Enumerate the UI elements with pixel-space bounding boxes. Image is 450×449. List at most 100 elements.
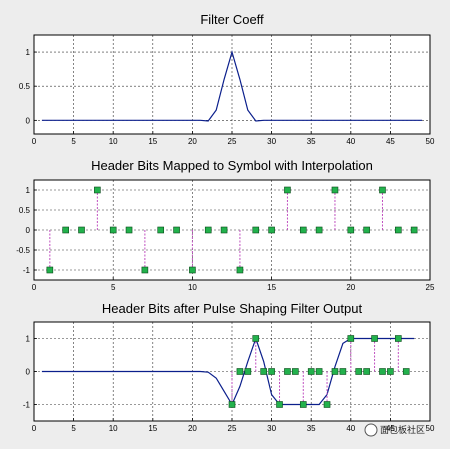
- series-pulse-shaping-output: [41, 335, 415, 408]
- header-bits-symbols-stem-marker: [125, 226, 133, 234]
- header-bits-symbols-stem-marker: [157, 226, 165, 234]
- header-bits-symbols-stem-marker: [220, 226, 228, 234]
- pulse-shaping-output-stem-marker: [292, 368, 299, 375]
- pulse-shaping-output-stem-marker: [244, 368, 252, 375]
- pulse-shaping-output-stem-marker: [299, 401, 307, 408]
- pulse-shaping-output-xtick-label: 30: [267, 424, 276, 433]
- pulse-shaping-output-xtick-label: 50: [426, 424, 435, 433]
- filter-coeff-ytick-label: 0: [26, 116, 31, 125]
- pulse-shaping-output-xtick-label: 35: [307, 424, 316, 433]
- header-bits-symbols-xtick-label: 0: [32, 283, 37, 292]
- header-bits-symbols-xtick-label: 15: [267, 283, 276, 292]
- filter-coeff-xtick-label: 30: [267, 137, 276, 146]
- panel-filter-coeff: Filter Coeff 0 5 10 15 20 25 30 35 40 45 50 0 0.5 1: [19, 12, 435, 146]
- header-bits-symbols-xtick-label: 5: [111, 283, 116, 292]
- header-bits-symbols-stem-marker: [94, 186, 101, 194]
- pulse-shaping-output-xtick-label: 25: [228, 424, 237, 433]
- header-bits-symbols-ytick-label: 0.5: [19, 206, 31, 215]
- pulse-shaping-output-xtick-label: 40: [346, 424, 355, 433]
- header-bits-symbols-xtick-label: 10: [188, 283, 197, 292]
- header-bits-symbols-stem-marker: [284, 186, 291, 194]
- filter-coeff-xtick-label: 50: [426, 137, 435, 146]
- header-bits-symbols-stem-marker: [410, 226, 418, 234]
- header-bits-symbols-stem-marker: [315, 226, 323, 234]
- pulse-shaping-output-stem-marker: [379, 368, 386, 375]
- header-bits-symbols-stem-marker: [268, 226, 275, 234]
- pulse-shaping-output-stem-marker: [236, 368, 244, 375]
- header-bits-symbols-stem-marker: [141, 266, 149, 274]
- header-bits-symbols-stem-marker: [331, 186, 339, 194]
- panel-header-bits-symbols: Header Bits Mapped to Symbol with Interp…: [16, 158, 435, 292]
- filter-coeff-xtick-label: 25: [228, 137, 237, 146]
- pulse-shaping-output-stem-marker: [284, 368, 291, 375]
- header-bits-symbols-ytick-label: 1: [26, 186, 31, 195]
- watermark: 面包板社区: [364, 423, 425, 437]
- pulse-shaping-output-ytick-label: -1: [23, 401, 31, 410]
- header-bits-symbols-stem-marker: [395, 226, 402, 234]
- pulse-shaping-output-xtick-label: 0: [32, 424, 37, 433]
- pulse-shaping-output-stem-marker: [371, 335, 378, 342]
- header-bits-symbols-ytick-label: -1: [23, 266, 31, 275]
- header-bits-symbols-stem-marker: [62, 226, 69, 234]
- pulse-shaping-output-stem-marker: [252, 335, 260, 342]
- filter-coeff-xtick-label: 5: [71, 137, 76, 146]
- header-bits-symbols-ytick-label: -0.5: [16, 246, 30, 255]
- filter-coeff-xtick-label: 45: [386, 137, 395, 146]
- pulse-shaping-output-stem-marker: [387, 368, 394, 375]
- pulse-shaping-output-stem-marker: [276, 401, 283, 408]
- header-bits-symbols-stem-marker: [347, 226, 355, 234]
- header-bits-symbols-stem-marker: [204, 226, 212, 234]
- series-filter-coeff: [41, 49, 423, 122]
- title-header-bits-symbols: Header Bits Mapped to Symbol with Interp…: [91, 158, 373, 173]
- pulse-shaping-output-xtick-label: 15: [148, 424, 157, 433]
- filter-coeff-xtick-label: 15: [148, 137, 157, 146]
- filter-coeff-series-line: [41, 49, 423, 122]
- pulse-shaping-output-stem-marker: [315, 368, 323, 375]
- pulse-shaping-output-stem-marker: [363, 368, 370, 375]
- header-bits-symbols-stem-marker: [78, 226, 85, 234]
- ticks-filter-coeff: 0 5 10 15 20 25 30 35 40 45 50 0 0.5 1: [19, 48, 435, 146]
- pulse-shaping-output-stem-marker: [402, 368, 410, 375]
- header-bits-symbols-stem-marker: [173, 226, 180, 234]
- header-bits-symbols-stem-marker: [109, 226, 117, 234]
- pulse-shaping-output-stem-marker: [323, 401, 331, 408]
- ticks-pulse-shaping-output: 0 5 10 15 20 25 30 35 40 45 50 -1 0 1: [23, 335, 435, 434]
- pulse-shaping-output-stem-marker: [307, 368, 315, 375]
- filter-coeff-ytick-label: 1: [26, 48, 31, 57]
- header-bits-symbols-stem-marker: [379, 186, 386, 194]
- pulse-shaping-output-stem-marker: [355, 368, 363, 375]
- watermark-logo-icon: [364, 423, 378, 437]
- pulse-shaping-output-xtick-label: 45: [386, 424, 395, 433]
- pulse-shaping-output-stem-marker: [228, 401, 236, 408]
- header-bits-symbols-stem-marker: [299, 226, 307, 234]
- pulse-shaping-output-stem-marker: [260, 368, 267, 375]
- ticks-header-bits-symbols: 0 5 10 15 20 25 -1 -0.5 0 0.5 1: [16, 186, 435, 292]
- pulse-shaping-output-xtick-label: 5: [71, 424, 76, 433]
- header-bits-symbols-xtick-label: 25: [426, 283, 435, 292]
- panel-pulse-shaping-output: Header Bits after Pulse Shaping Filter O…: [23, 301, 435, 433]
- pulse-shaping-output-ytick-label: 1: [26, 335, 31, 344]
- header-bits-symbols-stem-marker: [236, 266, 244, 274]
- title-filter-coeff: Filter Coeff: [200, 12, 264, 27]
- pulse-shaping-output-xtick-label: 20: [188, 424, 197, 433]
- header-bits-symbols-stem-marker: [189, 266, 196, 274]
- filter-coeff-xtick-label: 20: [188, 137, 197, 146]
- filter-coeff-xtick-label: 35: [307, 137, 316, 146]
- pulse-shaping-output-stem-marker: [268, 368, 275, 375]
- watermark-text: 面包板社区: [380, 424, 425, 435]
- header-bits-symbols-ytick-label: 0: [26, 226, 31, 235]
- series-header-bits-symbols: [46, 186, 418, 274]
- pulse-shaping-output-stem-marker: [395, 335, 402, 342]
- header-bits-symbols-xtick-label: 20: [346, 283, 355, 292]
- filter-coeff-ytick-label: 0.5: [19, 82, 31, 91]
- filter-coeff-xtick-label: 0: [32, 137, 37, 146]
- filter-coeff-xtick-label: 40: [346, 137, 355, 146]
- pulse-shaping-output-stem-marker: [339, 368, 347, 375]
- header-bits-symbols-stem-marker: [252, 226, 260, 234]
- pulse-shaping-output-stem-marker: [331, 368, 339, 375]
- header-bits-symbols-stem-marker: [46, 266, 54, 274]
- filter-coeff-xtick-label: 10: [109, 137, 118, 146]
- header-bits-symbols-stem-marker: [363, 226, 370, 234]
- pulse-shaping-output-stem-marker: [347, 335, 355, 342]
